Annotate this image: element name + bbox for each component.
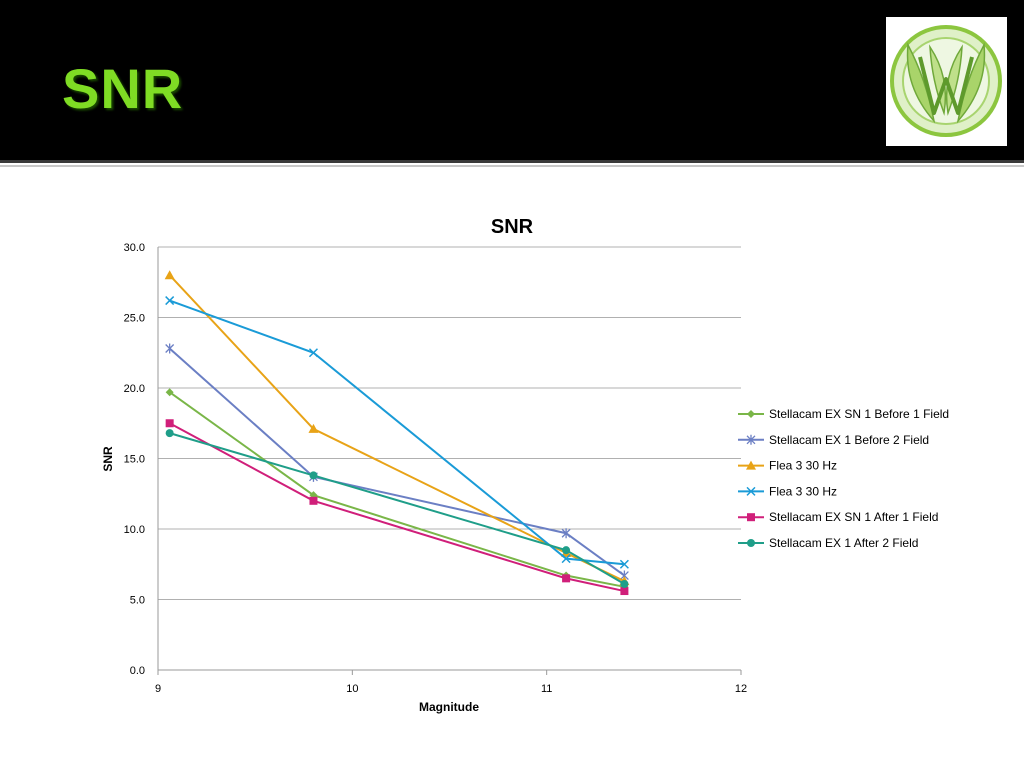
chart-title: SNR xyxy=(491,216,534,238)
header-divider xyxy=(0,160,1024,163)
series-3-point xyxy=(308,423,319,433)
y-tick-label: 30.0 xyxy=(124,242,145,254)
y-tick-label: 15.0 xyxy=(124,454,145,466)
series-5-point xyxy=(309,496,318,505)
slide-header xyxy=(0,0,1024,160)
y-tick-label: 5.0 xyxy=(130,595,145,607)
y-tick-label: 10.0 xyxy=(124,524,145,536)
series-2-point xyxy=(165,343,175,354)
y-tick-label: 0.0 xyxy=(130,665,145,677)
legend-label: Flea 3 30 Hz xyxy=(769,459,837,473)
y-tick-label: 20.0 xyxy=(124,383,145,395)
x-tick-label: 11 xyxy=(541,683,552,695)
series-5-point xyxy=(165,419,174,428)
legend-label: Stellacam EX 1 After 2 Field xyxy=(769,536,918,550)
legend-marker xyxy=(746,486,756,496)
legend-label: Stellacam EX SN 1 After 1 Field xyxy=(769,510,938,524)
wreath-w-logo-icon xyxy=(886,17,1007,146)
series-4-point xyxy=(561,554,571,564)
series-3-point xyxy=(164,270,175,280)
series-line-6 xyxy=(169,432,625,585)
y-axis-label: SNR xyxy=(101,446,115,472)
legend-marker xyxy=(746,434,756,445)
series-5-point xyxy=(562,574,571,583)
legend-marker xyxy=(747,410,755,418)
series-4-point xyxy=(619,559,629,569)
series-line-3 xyxy=(168,274,625,583)
series-line-4 xyxy=(169,299,625,566)
legend-label: Flea 3 30 Hz xyxy=(769,484,837,498)
series-6-point xyxy=(620,579,629,588)
series-line-5 xyxy=(169,422,625,593)
legend-marker xyxy=(747,539,755,547)
header-divider-light xyxy=(0,165,1024,167)
series-6-point xyxy=(165,429,174,438)
legend-marker xyxy=(747,513,755,522)
x-tick-label: 12 xyxy=(735,683,747,695)
series-6-point xyxy=(562,546,571,555)
legend-label: Stellacam EX SN 1 Before 1 Field xyxy=(769,407,949,421)
x-tick-label: 10 xyxy=(346,683,358,695)
slide-title: SNR xyxy=(62,57,184,120)
series-line-1 xyxy=(169,391,625,588)
series-1-point xyxy=(165,388,174,397)
legend-marker xyxy=(746,460,756,470)
series-6-point xyxy=(309,471,318,480)
x-axis-label: Magnitude xyxy=(419,700,479,714)
series-4-point xyxy=(165,296,175,306)
legend-label: Stellacam EX 1 Before 2 Field xyxy=(769,433,929,447)
x-tick-label: 9 xyxy=(155,683,161,695)
y-tick-label: 25.0 xyxy=(124,313,145,325)
series-line-2 xyxy=(168,347,625,577)
series-4-point xyxy=(308,348,318,358)
series-5-point xyxy=(620,587,629,596)
series-2-point xyxy=(561,528,571,539)
